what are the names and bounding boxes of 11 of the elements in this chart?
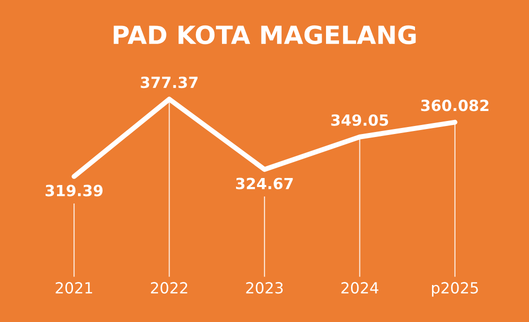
x-tick-label: 2022 xyxy=(150,282,188,294)
data-label: 377.37 xyxy=(140,76,198,88)
x-tick-label: 2023 xyxy=(246,282,283,294)
data-label: 319.39 xyxy=(46,184,103,196)
data-label: 324.67 xyxy=(236,178,293,190)
x-tick-label: 2021 xyxy=(56,282,92,294)
x-tick-label: p2025 xyxy=(432,282,478,297)
x-tick-label: 2024 xyxy=(341,282,378,294)
chart-title: PAD KOTA MAGELANG xyxy=(114,25,416,44)
data-label: 349.05 xyxy=(331,114,388,126)
data-label: 360.082 xyxy=(421,100,488,112)
